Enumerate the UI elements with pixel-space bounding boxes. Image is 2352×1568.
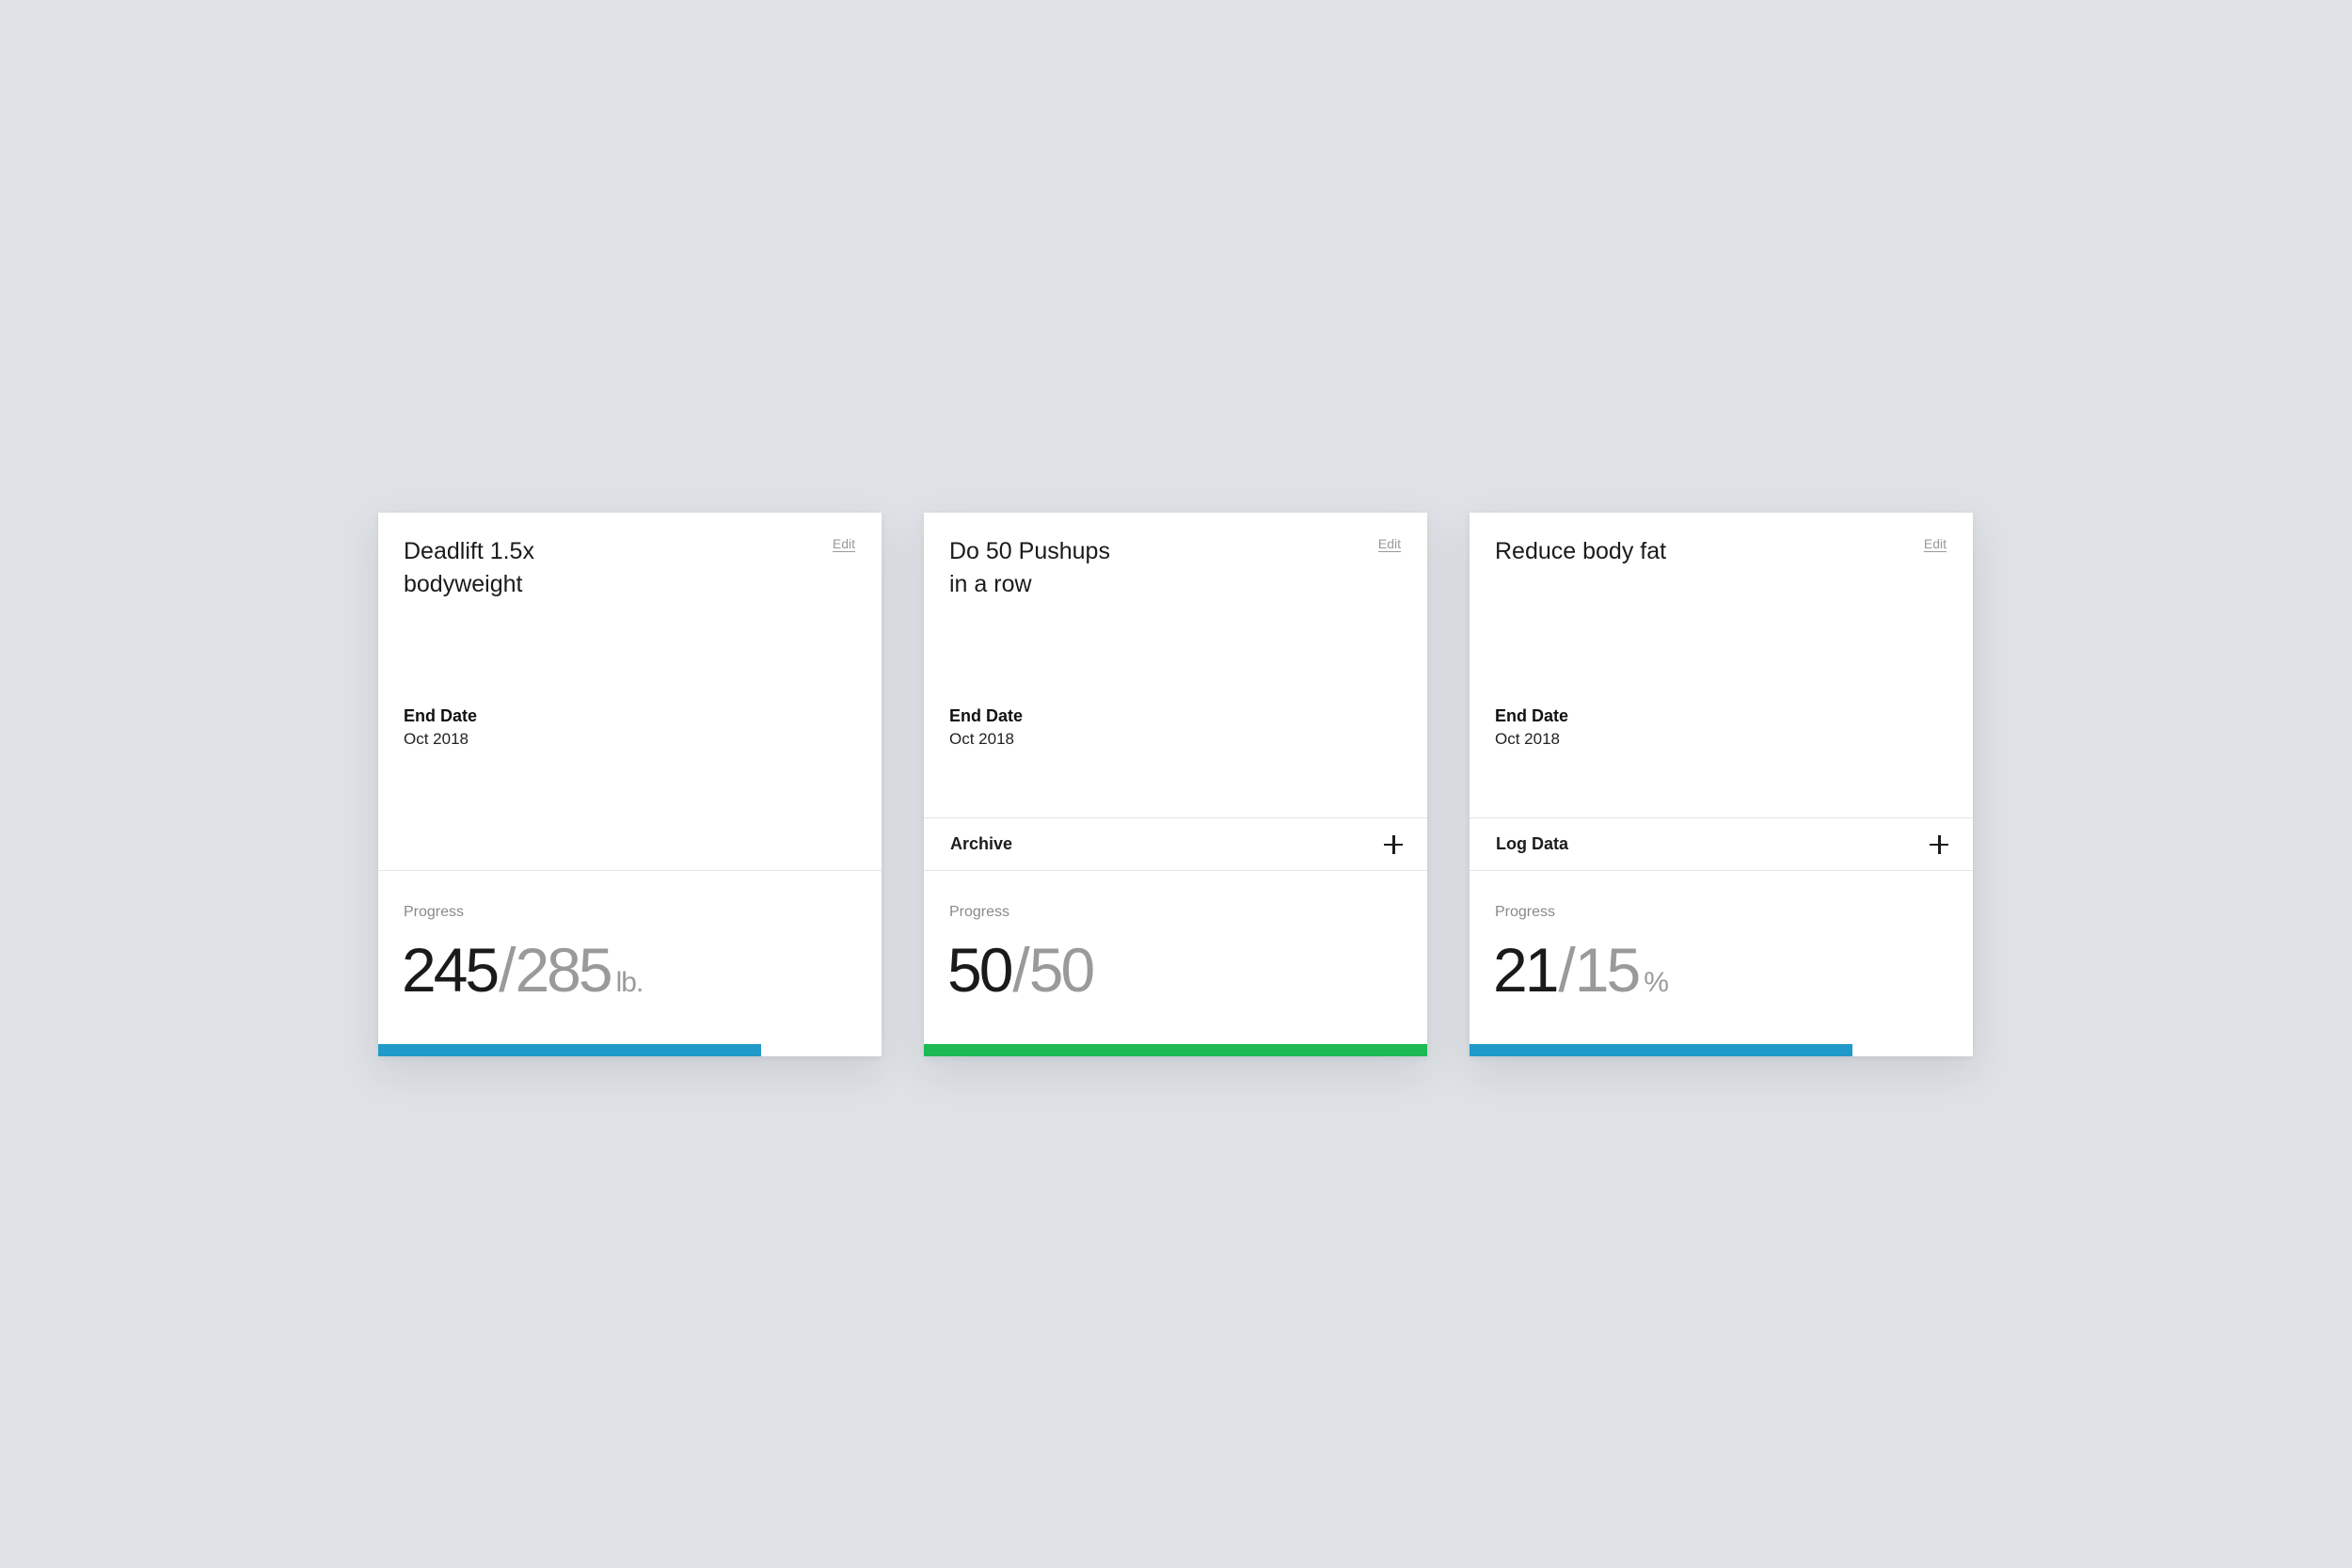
progress-label: Progress bbox=[1495, 904, 1556, 920]
progress-separator: / bbox=[1558, 935, 1575, 1005]
progress-unit: lb. bbox=[615, 967, 644, 998]
progress-bar bbox=[378, 1044, 882, 1056]
end-date-value: Oct 2018 bbox=[404, 730, 469, 748]
progress-figure: 21/15% bbox=[1493, 934, 1669, 1019]
edit-link[interactable]: Edit bbox=[1923, 536, 1947, 551]
action-label: Log Data bbox=[1496, 834, 1569, 853]
divider bbox=[378, 870, 882, 871]
progress-unit: % bbox=[1644, 967, 1669, 998]
plus-icon bbox=[1930, 834, 1948, 854]
progress-label: Progress bbox=[404, 904, 465, 920]
divider bbox=[1470, 870, 1973, 871]
progress-current: 21 bbox=[1493, 935, 1559, 1005]
progress-target: 285 bbox=[515, 935, 612, 1005]
archive-button[interactable]: Archive bbox=[924, 817, 1427, 870]
end-date-label: End Date bbox=[404, 706, 478, 725]
progress-bar bbox=[1470, 1044, 1973, 1056]
goal-card-deadlift: Deadlift 1.5x bodyweight Edit End Date O… bbox=[378, 513, 882, 1056]
progress-current: 50 bbox=[947, 935, 1013, 1005]
progress-figure: 50/50 bbox=[947, 934, 1098, 1019]
end-date-value: Oct 2018 bbox=[1495, 730, 1560, 748]
goal-cards: Deadlift 1.5x bodyweight Edit End Date O… bbox=[378, 513, 1973, 1056]
goal-title: Reduce body fat bbox=[1495, 538, 1667, 564]
goal-title: Deadlift 1.5x bodyweight bbox=[404, 538, 534, 597]
progress-separator: / bbox=[1012, 935, 1029, 1005]
goal-card-pushups: Do 50 Pushups in a row Edit End Date Oct… bbox=[924, 513, 1427, 1056]
progress-current: 245 bbox=[402, 935, 500, 1005]
progress-bar bbox=[924, 1044, 1427, 1056]
edit-link[interactable]: Edit bbox=[832, 536, 855, 551]
progress-bar-fill bbox=[378, 1044, 761, 1056]
edit-link[interactable]: Edit bbox=[1377, 536, 1401, 551]
progress-figure: 245/285 lb. bbox=[402, 934, 644, 1019]
end-date-value: Oct 2018 bbox=[949, 730, 1014, 748]
goal-title: Do 50 Pushups in a row bbox=[949, 538, 1110, 597]
progress-separator: / bbox=[499, 935, 516, 1005]
progress-bar-fill bbox=[924, 1044, 1427, 1056]
progress-target: 15 bbox=[1574, 935, 1641, 1005]
goal-card-body-fat: Reduce body fat Edit End Date Oct 2018 L… bbox=[1470, 513, 1973, 1056]
progress-target: 50 bbox=[1028, 935, 1095, 1005]
action-label: Archive bbox=[950, 834, 1013, 853]
progress-bar-fill bbox=[1470, 1044, 1852, 1056]
end-date-label: End Date bbox=[949, 706, 1024, 725]
divider bbox=[924, 870, 1427, 871]
end-date-label: End Date bbox=[1495, 706, 1569, 725]
progress-label: Progress bbox=[949, 904, 1010, 920]
plus-icon bbox=[1384, 834, 1403, 854]
log-data-button[interactable]: Log Data bbox=[1470, 817, 1973, 870]
